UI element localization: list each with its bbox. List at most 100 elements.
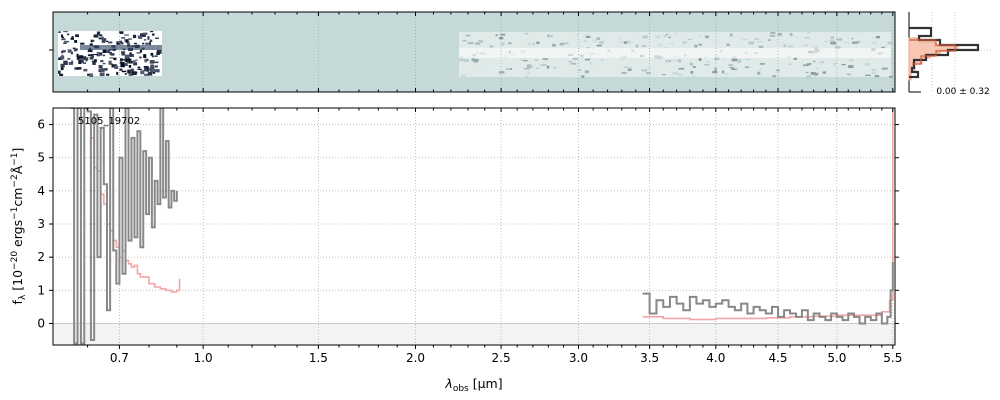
spectrum-2d-pixel [729, 66, 734, 69]
spectrum-2d-pixel [621, 72, 627, 74]
series-data-line [70, 108, 894, 345]
spectrum-2d-pixel [874, 75, 880, 78]
spectrum-2d-pixel [126, 41, 130, 44]
spectrum-2d-pixel [471, 58, 475, 62]
spectrum-2d-pixel [674, 32, 678, 35]
spectrum-2d-pixel [577, 69, 582, 72]
spectrum-2d-pixel [60, 67, 64, 71]
spectrum-2d-pixel [546, 65, 550, 69]
spectrum-2d-pixel [60, 63, 65, 68]
spectrum-2d-pixel [781, 65, 787, 67]
spectrum-2d-pixel [672, 59, 679, 62]
spectrum-2d-pixel [149, 39, 153, 43]
spectrum-2d-pixel [120, 41, 124, 45]
spectrum-2d-pixel [705, 35, 709, 39]
x-tick-label: 1.0 [194, 351, 213, 365]
histogram-model-line [909, 39, 956, 65]
spectrum-2d-pixel [83, 57, 89, 61]
y-axis-exponent: −1 [10, 207, 20, 220]
spectrum-1d-plot-area [70, 108, 894, 345]
spectrum-2d-pixel [824, 40, 829, 43]
spectrum-2d-pixel [132, 34, 137, 39]
y-axis-unit-part: ergs [10, 220, 25, 251]
spectrum-2d-pixel [66, 33, 70, 36]
y-tick-label: 0 [37, 316, 45, 330]
spectrum-2d-pixel [145, 67, 149, 72]
spectrum-2d-pixel [87, 49, 93, 53]
spectrum-2d-pixel [564, 42, 569, 45]
spectrum-2d-pixel [92, 39, 95, 42]
spectrum-2d-pixel [74, 39, 78, 43]
spectrum-2d-pixel [58, 70, 61, 74]
spectrum-2d-pixel [536, 41, 540, 45]
spectrum-2d-pixel [534, 59, 538, 61]
spectrum-2d-pixel [108, 60, 112, 64]
spectrum-2d-pixel [101, 39, 106, 43]
spectrum-2d-pixel [830, 42, 836, 45]
spectrum-2d-pixel [754, 38, 759, 40]
spectrum-2d-pixel [61, 36, 65, 39]
spectrum-2d-pixel [854, 41, 860, 44]
spectrum-2d-pixel [506, 68, 511, 70]
spectrum-2d-panel [49, 11, 896, 93]
spectrum-2d-pixel [553, 66, 557, 69]
spectrum-2d-pixel [655, 35, 661, 39]
y-axis-unit-part: Å [10, 165, 25, 174]
spectrum-2d-pixel [692, 66, 696, 68]
spectrum-2d-pixel [121, 37, 126, 39]
y-axis-exponent: −20 [10, 251, 20, 270]
spectrum-2d-pixel [116, 71, 119, 76]
spectrum-2d-pixel [627, 67, 632, 70]
spectrum-2d-pixel [698, 35, 702, 38]
spectrum-2d-pixel [150, 69, 155, 73]
spectrum-2d-pixel [63, 42, 67, 44]
y-axis-unit-part: [10 [10, 270, 25, 295]
spectrum-2d-pixel [120, 59, 126, 61]
spectrum-2d-pixel [599, 41, 604, 44]
spectrum-2d-pixel [550, 35, 553, 38]
spectrum-2d-pixel [103, 68, 108, 71]
spectrum-2d-pixel [833, 62, 836, 66]
spectrum-2d-pixel [82, 62, 87, 64]
spectrum-2d-pixel [756, 40, 763, 43]
spectrum-2d-pixel [102, 62, 106, 65]
spectrum-2d-pixel [581, 75, 585, 78]
spectrum-2d-pixel [68, 62, 73, 65]
spectrum-2d-pixel [100, 59, 104, 63]
spectrum-2d-pixel [619, 38, 623, 40]
spectrum-2d-pixel [144, 65, 149, 69]
spectrum-2d-pixel [698, 58, 702, 61]
histogram-data-line [909, 26, 980, 79]
spectrum-2d-pixel [67, 49, 72, 53]
spectrum-2d-pixel [129, 55, 135, 57]
x-axis-title: λobs [μm] [444, 376, 502, 394]
spectrum-2d-pixel [829, 40, 835, 42]
spectrum-2d-pixel [731, 68, 737, 70]
spectrum-2d-pixel [583, 40, 587, 43]
spectrum-2d-pixel [851, 37, 854, 40]
spectrum-2d-pixel [140, 70, 145, 75]
spectrum-2d-pixel [93, 34, 99, 38]
spectrum-2d-image [58, 31, 893, 79]
spectrum-2d-pixel [156, 51, 160, 56]
spectrum-2d-pixel [572, 57, 578, 60]
spectrum-2d-pixel [136, 52, 141, 54]
object-id-label: 5105_19702 [78, 116, 140, 127]
x-tick-label: 3.5 [640, 351, 659, 365]
spectrum-2d-pixel [61, 38, 66, 41]
spectrum-2d-pixel [857, 40, 862, 42]
spectrum-2d-pixel [125, 39, 128, 43]
spectrum-2d-pixel [657, 43, 662, 47]
spectrum-2d-pixel [151, 55, 155, 58]
spectrum-2d-pixel [596, 44, 602, 47]
spectrum-2d-pixel [473, 61, 478, 63]
spectrum-2d-pixel [818, 62, 821, 64]
spectrum-2d-pixel [61, 50, 66, 53]
below-zero-shade [53, 324, 895, 345]
spectrum-2d-pixel [806, 75, 811, 79]
spectrum-2d-pixel [144, 73, 149, 76]
spectrum-2d-frame [52, 11, 896, 93]
spectrum-2d-pixel [806, 32, 811, 34]
spectrum-2d-pixel [106, 40, 109, 43]
spectrum-2d-pixel [665, 60, 669, 64]
